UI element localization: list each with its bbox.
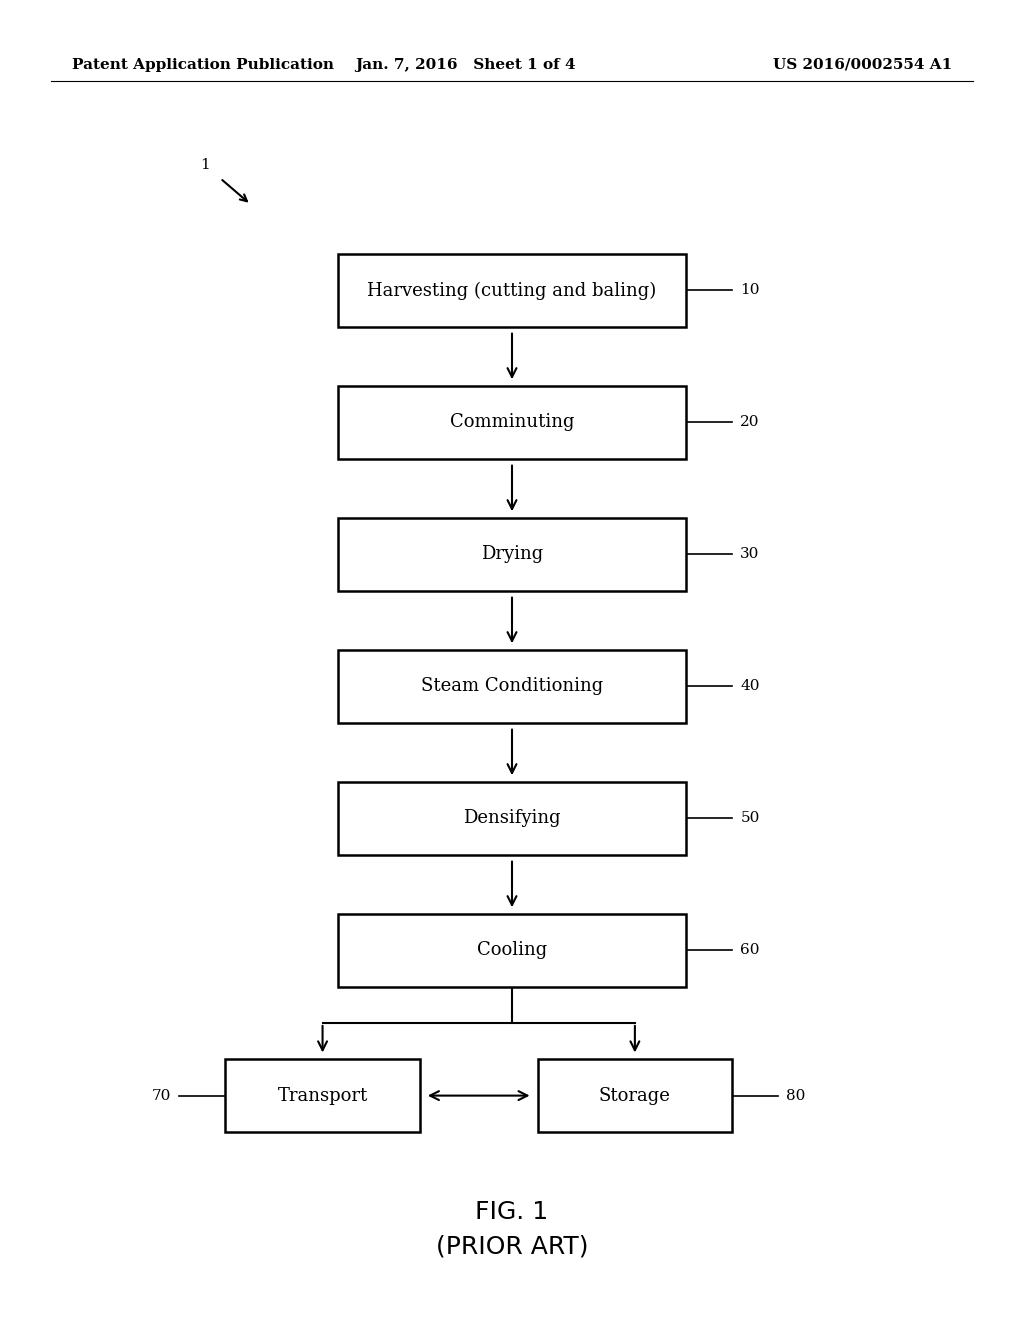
Text: Comminuting: Comminuting — [450, 413, 574, 432]
Text: Harvesting (cutting and baling): Harvesting (cutting and baling) — [368, 281, 656, 300]
Text: 40: 40 — [740, 680, 760, 693]
Text: Cooling: Cooling — [477, 941, 547, 960]
Bar — [225, 1059, 420, 1131]
Bar — [338, 913, 686, 987]
Text: Drying: Drying — [481, 545, 543, 564]
Text: 50: 50 — [740, 812, 760, 825]
Text: Storage: Storage — [599, 1086, 671, 1105]
Bar — [338, 651, 686, 723]
Text: FIG. 1: FIG. 1 — [475, 1200, 549, 1224]
Text: 10: 10 — [740, 284, 760, 297]
Text: Jan. 7, 2016   Sheet 1 of 4: Jan. 7, 2016 Sheet 1 of 4 — [355, 58, 577, 71]
Bar — [538, 1059, 732, 1131]
Text: 1: 1 — [200, 157, 210, 172]
Text: 20: 20 — [740, 416, 760, 429]
Text: 30: 30 — [740, 548, 760, 561]
Bar — [338, 253, 686, 326]
Text: US 2016/0002554 A1: US 2016/0002554 A1 — [773, 58, 952, 71]
Text: Transport: Transport — [278, 1086, 368, 1105]
Text: 60: 60 — [740, 944, 760, 957]
Text: 80: 80 — [786, 1089, 806, 1102]
Text: Steam Conditioning: Steam Conditioning — [421, 677, 603, 696]
Bar — [338, 385, 686, 458]
Text: (PRIOR ART): (PRIOR ART) — [436, 1234, 588, 1258]
Bar — [338, 781, 686, 855]
Text: Patent Application Publication: Patent Application Publication — [72, 58, 334, 71]
Text: Densifying: Densifying — [463, 809, 561, 828]
Bar — [338, 519, 686, 591]
Text: 70: 70 — [152, 1089, 171, 1102]
